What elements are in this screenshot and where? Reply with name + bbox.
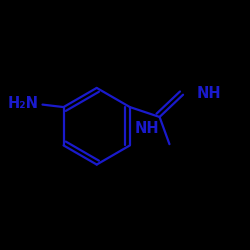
Text: NH: NH (135, 120, 160, 136)
Text: H₂N: H₂N (8, 96, 39, 111)
Text: NH: NH (197, 86, 221, 101)
